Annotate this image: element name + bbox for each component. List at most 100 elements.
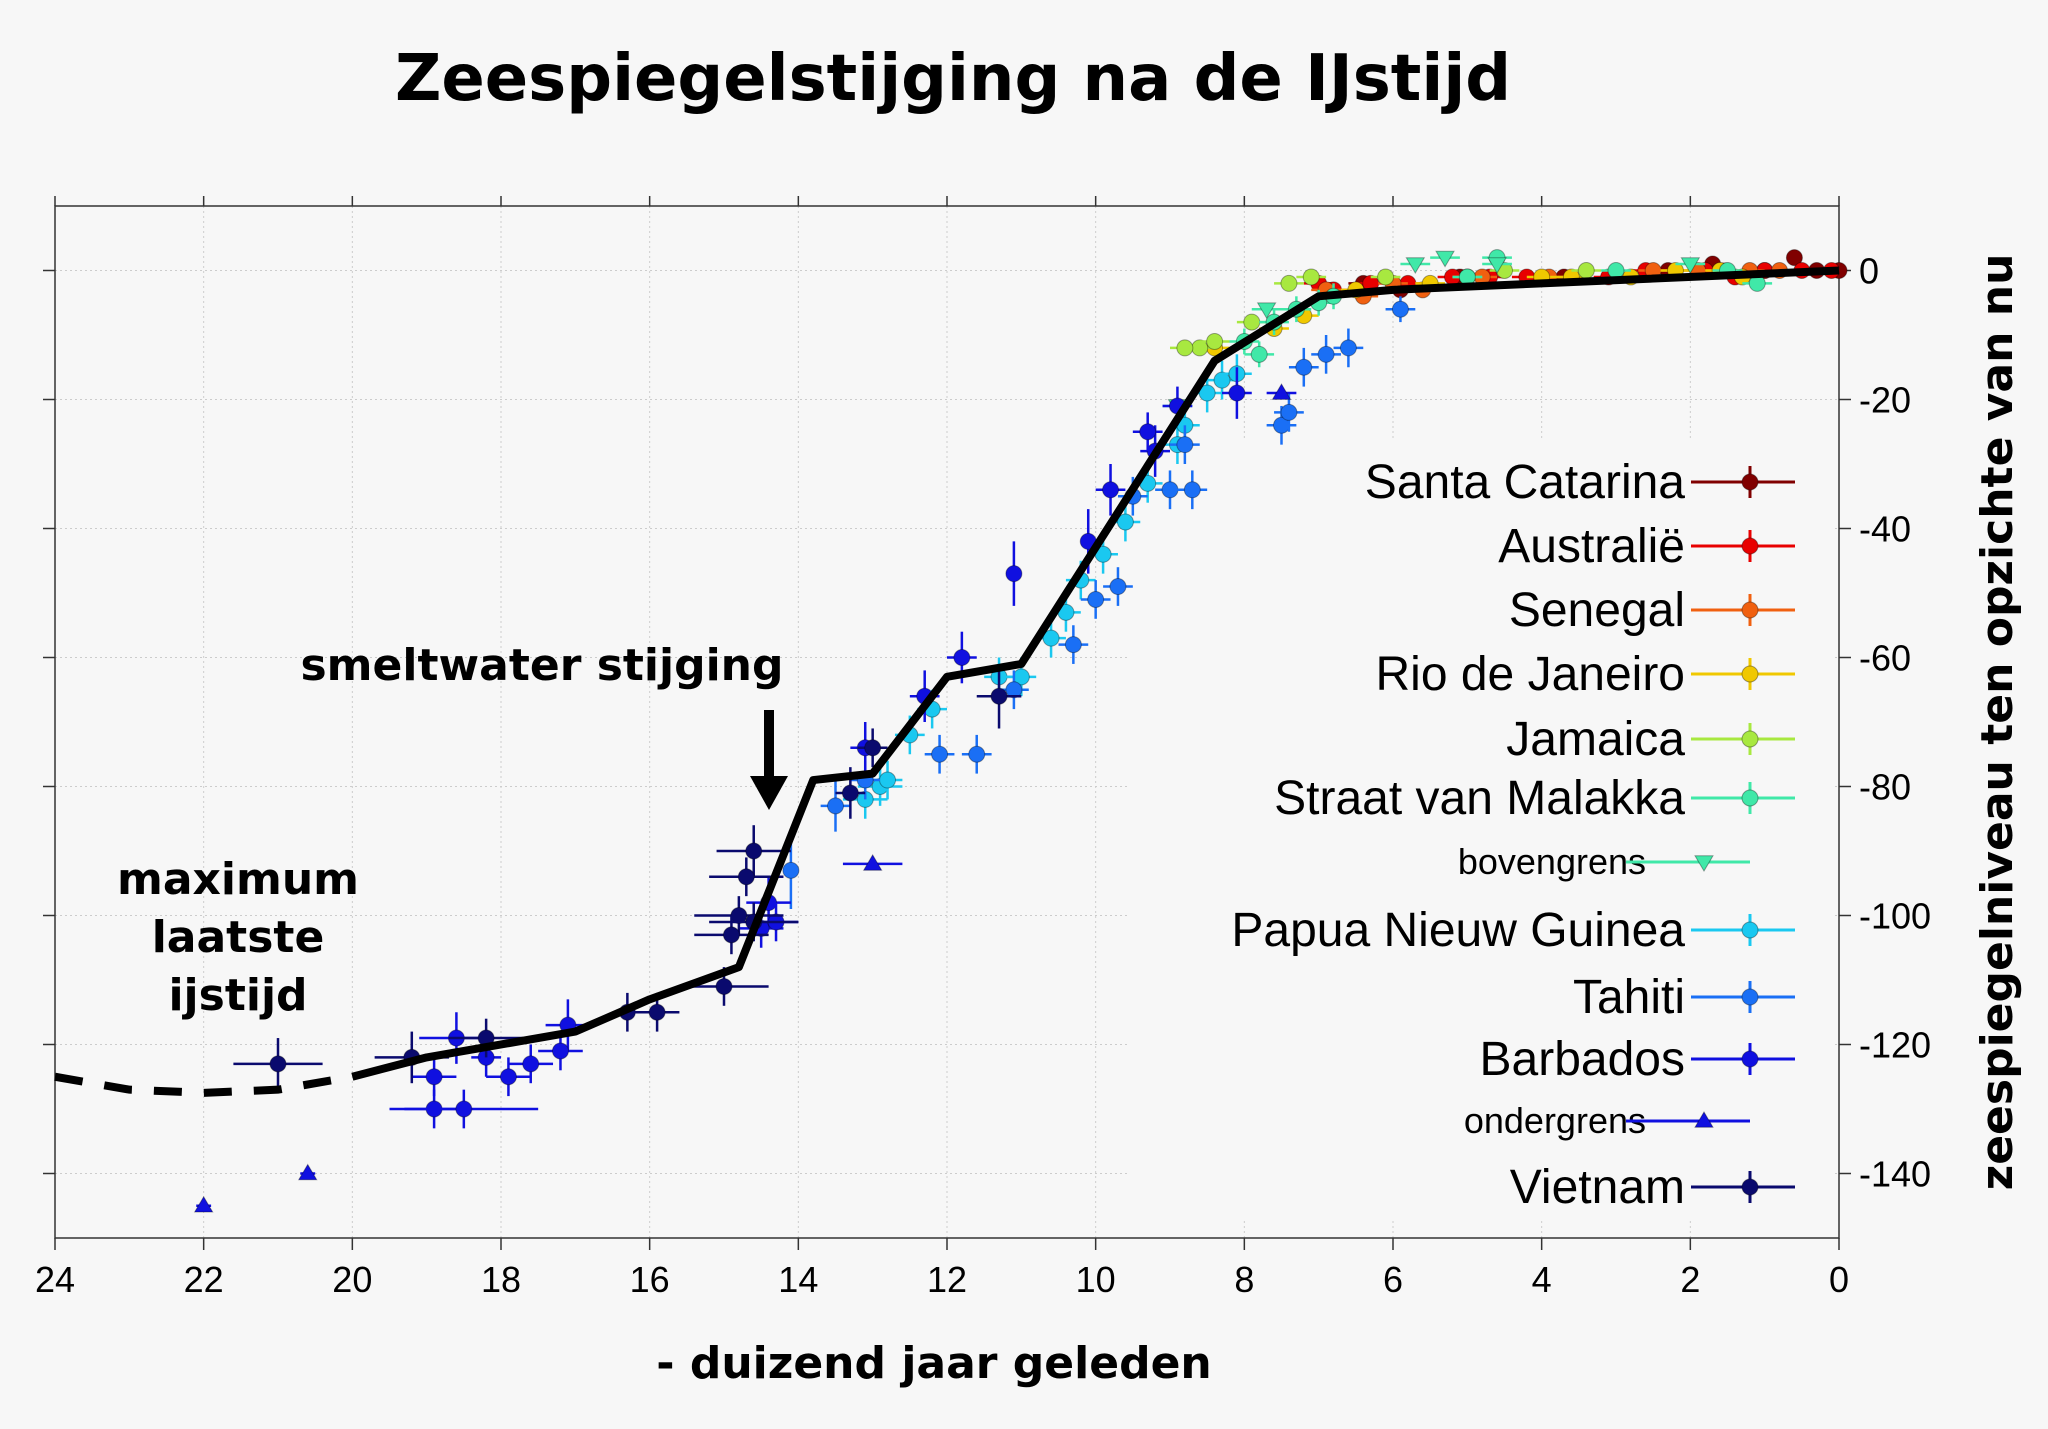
- data-point: [1405, 257, 1426, 275]
- data-point: [1243, 313, 1261, 331]
- data-point: [1577, 262, 1595, 279]
- data-point: [968, 745, 986, 763]
- data-point: [841, 784, 859, 802]
- data-point: [1280, 274, 1298, 292]
- data-point: [1042, 629, 1060, 647]
- data-point: [722, 926, 740, 944]
- annotation-lgm-line2: laatste: [152, 912, 325, 963]
- data-point: [953, 649, 971, 666]
- x-tick-label: 24: [35, 1259, 75, 1300]
- data-point: [1198, 384, 1216, 402]
- data-point: [551, 1042, 569, 1060]
- legend-marker: [1694, 855, 1714, 872]
- data-point: [648, 1003, 666, 1021]
- data-point: [1271, 383, 1292, 400]
- data-point: [1295, 358, 1313, 376]
- legend-label: Vietnam: [1510, 1161, 1685, 1214]
- data-point: [1005, 565, 1023, 583]
- data-point: [782, 861, 800, 879]
- x-tick-label: 4: [1532, 1259, 1552, 1300]
- legend-label: ondergrens: [1464, 1100, 1646, 1141]
- data-point: [879, 771, 897, 789]
- annotation-meltwater: smeltwater stijging: [300, 640, 783, 691]
- legend-marker: [1741, 537, 1759, 555]
- legend-label: Tahiti: [1573, 971, 1685, 1024]
- series-ondergrens: [193, 383, 1297, 1213]
- x-tick-label: 20: [332, 1259, 372, 1300]
- legend-marker: [1741, 665, 1759, 683]
- data-point: [1139, 423, 1157, 441]
- data-point: [297, 1163, 318, 1181]
- x-tick-label: 0: [1829, 1259, 1849, 1300]
- x-tick-label: 18: [481, 1259, 521, 1300]
- x-axis-label: - duizend jaar geleden: [656, 1338, 1211, 1389]
- data-point: [862, 853, 883, 871]
- legend-item: Vietnam: [1510, 1161, 1795, 1214]
- data-point: [1487, 257, 1507, 275]
- data-point: [931, 745, 949, 763]
- x-tick-label: 12: [927, 1259, 967, 1300]
- mean-curve-dashed: [54, 1072, 354, 1097]
- y-axis-label: zeespiegelniveau ten opzichte van nu: [1972, 254, 2023, 1191]
- legend-label: Australië: [1498, 520, 1685, 573]
- series-barbados: [389, 367, 1252, 1129]
- axis-ticks: 24 22 20 18 16 14 12 10 8 6 4 2 00-20-40-60-80-100-1…: [35, 196, 1931, 1300]
- legend-label: bovengrens: [1458, 841, 1646, 882]
- chart-title: Zeespiegelstijging na de IJstijd: [395, 42, 1511, 116]
- data-point: [1116, 513, 1134, 531]
- data-point: [1206, 332, 1224, 350]
- legend-label: Santa Catarina: [1365, 456, 1686, 509]
- data-point: [1391, 300, 1409, 318]
- data-point: [269, 1055, 287, 1073]
- legend-item: Senegal: [1509, 584, 1795, 637]
- legend-marker: [1741, 1050, 1759, 1068]
- data-point: [1176, 436, 1194, 454]
- data-point: [1435, 250, 1455, 268]
- data-point: [1228, 384, 1246, 402]
- legend-item: ondergrens: [1464, 1100, 1750, 1141]
- x-tick-label: 14: [778, 1259, 818, 1300]
- legend-marker: [1741, 921, 1759, 939]
- legend-item: Rio de Janeiro: [1375, 648, 1795, 701]
- legend-label: Rio de Janeiro: [1375, 648, 1685, 701]
- legend-background: [1130, 440, 1835, 1220]
- data-point: [1317, 345, 1335, 363]
- annotation-lgm-line3: ijstijd: [168, 970, 307, 1021]
- y-tick-label: -100: [1859, 896, 1931, 937]
- legend-label: Straat van Malakka: [1274, 772, 1685, 825]
- data-point: [1102, 481, 1120, 499]
- legend-item: Australië: [1498, 520, 1795, 573]
- data-point: [1087, 590, 1105, 608]
- y-tick-label: -20: [1859, 380, 1911, 421]
- x-tick-label: 6: [1383, 1259, 1403, 1300]
- legend-label: Senegal: [1509, 584, 1685, 637]
- data-point: [1213, 371, 1231, 389]
- data-point: [425, 1068, 443, 1086]
- data-point: [1183, 481, 1201, 499]
- legend-item: Santa Catarina: [1365, 456, 1795, 509]
- legend-marker: [1741, 473, 1759, 491]
- data-point: [1064, 636, 1082, 654]
- data-point: [827, 797, 844, 815]
- x-tick-label: 16: [630, 1259, 670, 1300]
- data-point: [745, 842, 763, 860]
- arrow-down-icon: [750, 710, 788, 810]
- annotation-lgm-line1: maximum: [117, 854, 359, 905]
- legend-label: Papua Nieuw Guinea: [1231, 904, 1685, 957]
- legend-label: Barbados: [1480, 1033, 1685, 1086]
- legend-item: Papua Nieuw Guinea: [1231, 904, 1795, 957]
- data-point: [1161, 481, 1179, 499]
- y-tick-label: -140: [1859, 1154, 1931, 1195]
- data-point: [990, 687, 1008, 705]
- data-point: [1377, 268, 1395, 286]
- x-tick-label: 22: [184, 1259, 224, 1300]
- legend-item: Barbados: [1480, 1033, 1795, 1086]
- legend-marker: [1741, 601, 1759, 619]
- legend-item: Tahiti: [1573, 971, 1795, 1024]
- data-point: [1109, 578, 1127, 596]
- data-point: [193, 1195, 214, 1213]
- data-point: [499, 1068, 517, 1086]
- y-tick-label: -120: [1859, 1025, 1931, 1066]
- legend-marker: [1694, 1111, 1714, 1128]
